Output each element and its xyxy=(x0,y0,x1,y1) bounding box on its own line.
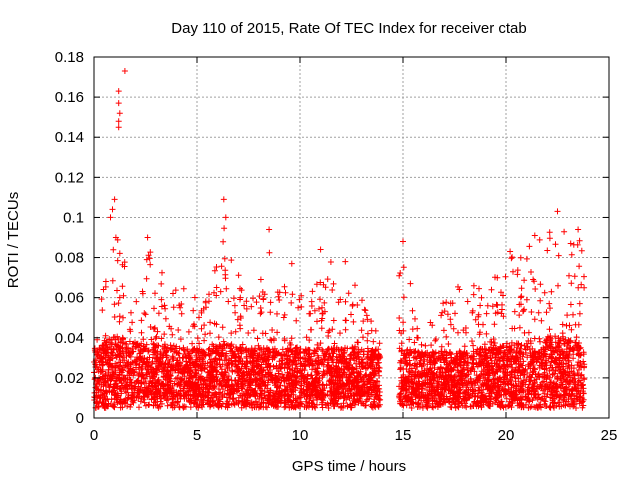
y-tick-label: 0.14 xyxy=(55,129,84,146)
y-tick-label: 0 xyxy=(76,410,84,427)
y-tick-label: 0.1 xyxy=(63,209,84,226)
roti-data-points xyxy=(91,68,588,411)
y-tick-label: 0.08 xyxy=(55,250,84,267)
scatter-points xyxy=(91,68,588,411)
plot-frame xyxy=(93,56,610,419)
y-tick-label: 0.16 xyxy=(55,89,84,106)
axis-ticks: 0 5 10 15 20 25 0 0.02 0.04 0.06 0.08 0.1 0.12 0.14 0.… xyxy=(55,49,618,444)
y-axis-label: ROTI / TECUs xyxy=(5,192,22,288)
chart-title: Day 110 of 2015, Rate Of TEC Index for r… xyxy=(171,20,526,37)
y-tick-label: 0.06 xyxy=(55,290,84,307)
plot-border xyxy=(93,56,610,419)
x-tick-label: 25 xyxy=(601,427,618,444)
y-tick-label: 0.18 xyxy=(55,49,84,66)
y-tick-label: 0.02 xyxy=(55,370,84,387)
x-tick-label: 15 xyxy=(395,427,412,444)
x-tick-label: 5 xyxy=(193,427,201,444)
x-tick-label: 10 xyxy=(292,427,309,444)
y-tick-label: 0.12 xyxy=(55,169,84,186)
y-tick-label: 0.04 xyxy=(55,330,84,347)
x-tick-label: 0 xyxy=(90,427,98,444)
x-axis-label: GPS time / hours xyxy=(292,458,406,475)
x-tick-label: 20 xyxy=(498,427,515,444)
